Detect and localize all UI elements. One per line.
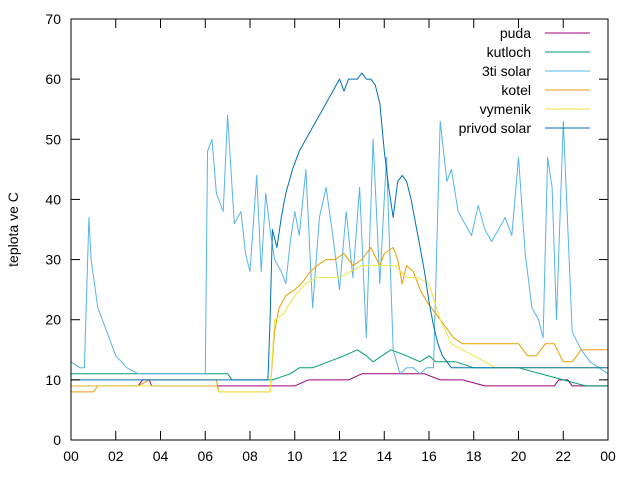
y-tick-label: 20 xyxy=(45,312,61,328)
x-tick-label: 12 xyxy=(332,448,348,464)
x-tick-label: 16 xyxy=(421,448,437,464)
y-tick-label: 50 xyxy=(45,131,61,147)
x-tick-label: 04 xyxy=(153,448,169,464)
y-tick-label: 40 xyxy=(45,191,61,207)
x-tick-label: 20 xyxy=(511,448,527,464)
legend-label-privod-solar: privod solar xyxy=(459,120,532,136)
legend-label-puda: puda xyxy=(500,25,531,41)
series-line-puda xyxy=(71,373,608,387)
legend-label-vymenik: vymenik xyxy=(480,101,532,117)
x-tick-label: 08 xyxy=(242,448,258,464)
legend-label-kutloch: kutloch xyxy=(487,44,531,60)
x-tick-label: 22 xyxy=(555,448,571,464)
series-line-privod-solar xyxy=(71,72,608,381)
y-axis-label: teplota ve C xyxy=(5,192,21,267)
legend-label-kotel: kotel xyxy=(501,82,531,98)
x-tick-label: 10 xyxy=(287,448,303,464)
x-tick-label: 00 xyxy=(600,448,616,464)
series-line-3ti-solar xyxy=(70,114,609,375)
y-tick-label: 10 xyxy=(45,372,61,388)
x-tick-label: 14 xyxy=(376,448,392,464)
y-tick-label: 0 xyxy=(53,432,61,448)
y-tick-label: 60 xyxy=(45,71,61,87)
legend-label-3ti-solar: 3ti solar xyxy=(482,63,531,79)
x-tick-label: 06 xyxy=(197,448,213,464)
x-tick-label: 00 xyxy=(63,448,79,464)
tick-layer: 0 10 20 30 40 50 60 70 00 02 04 06 08 10 12 14 16 18 20 22 0… xyxy=(45,11,616,464)
series-layer xyxy=(70,72,609,393)
x-tick-label: 02 xyxy=(108,448,124,464)
y-tick-label: 30 xyxy=(45,252,61,268)
legend: puda kutloch 3ti solar kotel vymenik privod s… xyxy=(459,25,590,136)
x-tick-label: 18 xyxy=(466,448,482,464)
y-tick-label: 70 xyxy=(45,11,61,27)
